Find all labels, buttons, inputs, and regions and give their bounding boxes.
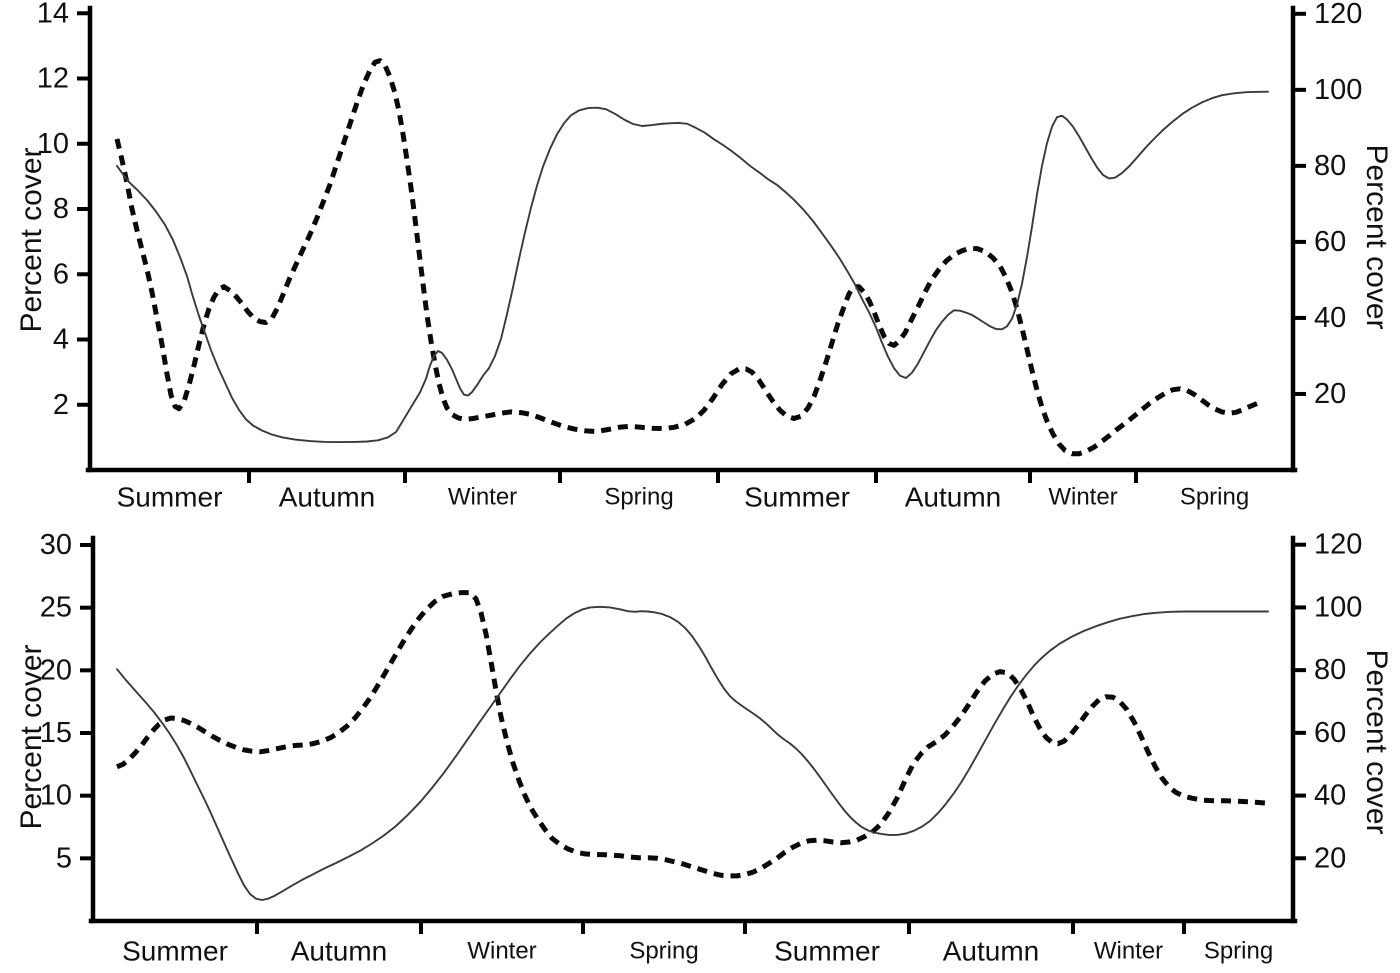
bottom-right-tick-label: 100 xyxy=(1314,591,1362,623)
bottom-right-tick-label: 120 xyxy=(1314,529,1362,561)
top-right-tick-label: 100 xyxy=(1314,74,1362,106)
top-season-label-summer-0: Summer xyxy=(117,482,223,513)
top-left-tick-label: 10 xyxy=(37,128,69,160)
top-solid-cover-path xyxy=(116,90,1269,444)
top-season-label-winter-2: Winter xyxy=(448,484,517,511)
bottom-left-tick-label: 5 xyxy=(56,842,72,874)
top-right-tick-label: 120 xyxy=(1314,0,1362,30)
bottom-left-tick-label: 10 xyxy=(40,780,72,812)
chart-top: 2 4 6 8 10 12 14 20 40 60 80 100 120 Summer Autumn Wint… xyxy=(37,0,1363,513)
top-right-tick-label: 40 xyxy=(1314,302,1346,334)
top-left-tick-label: 6 xyxy=(53,258,69,290)
top-chart-left-axis-title: Percent cover xyxy=(15,147,48,333)
bottom-dashed-cover-path xyxy=(116,590,1269,879)
bottom-right-tick-label: 80 xyxy=(1314,654,1346,686)
top-dashed-cover-path xyxy=(114,58,1259,457)
bottom-right-tick-label: 60 xyxy=(1314,717,1346,749)
top-left-tick-label: 8 xyxy=(53,193,69,225)
bottom-left-tick-label: 25 xyxy=(40,592,72,624)
bottom-season-label-autumn-1: Autumn xyxy=(291,936,388,967)
chart-bottom: 5 10 15 20 25 30 20 40 60 80 100 120 Summer Autumn Win… xyxy=(40,529,1363,967)
bottom-season-label-autumn-5: Autumn xyxy=(943,936,1040,967)
top-left-tick-label: 4 xyxy=(53,324,69,356)
bottom-chart-right-axis-title: Percent cover xyxy=(1360,649,1393,835)
top-left-tick-label: 12 xyxy=(37,63,69,95)
bottom-solid-cover-path xyxy=(116,605,1269,901)
bottom-left-tick-label: 15 xyxy=(40,717,72,749)
bottom-chart-left-axis-title: Percent cover xyxy=(15,644,48,830)
bottom-season-label-spring-7: Spring xyxy=(1204,938,1273,965)
bottom-right-tick-label: 20 xyxy=(1314,842,1346,874)
bottom-left-tick-label: 20 xyxy=(40,654,72,686)
bottom-season-label-summer-4: Summer xyxy=(774,936,880,967)
bottom-season-label-summer-0: Summer xyxy=(122,936,228,967)
top-season-label-summer-4: Summer xyxy=(744,482,850,513)
bottom-season-label-winter-6: Winter xyxy=(1094,938,1163,965)
top-season-label-winter-6: Winter xyxy=(1048,484,1117,511)
top-right-tick-label: 20 xyxy=(1314,378,1346,410)
bottom-season-label-winter-2: Winter xyxy=(467,938,536,965)
top-season-label-spring-7: Spring xyxy=(1180,484,1249,511)
top-right-tick-label: 60 xyxy=(1314,226,1346,258)
bottom-right-tick-label: 40 xyxy=(1314,780,1346,812)
top-season-label-autumn-1: Autumn xyxy=(279,482,376,513)
top-right-tick-label: 80 xyxy=(1314,150,1346,182)
top-season-label-autumn-5: Autumn xyxy=(905,482,1002,513)
bottom-season-label-spring-3: Spring xyxy=(629,938,698,965)
bottom-left-tick-label: 30 xyxy=(40,529,72,561)
top-season-label-spring-3: Spring xyxy=(604,484,673,511)
top-left-tick-label: 14 xyxy=(37,0,69,29)
top-chart-right-axis-title: Percent cover xyxy=(1360,144,1393,330)
top-left-tick-label: 2 xyxy=(53,389,69,421)
